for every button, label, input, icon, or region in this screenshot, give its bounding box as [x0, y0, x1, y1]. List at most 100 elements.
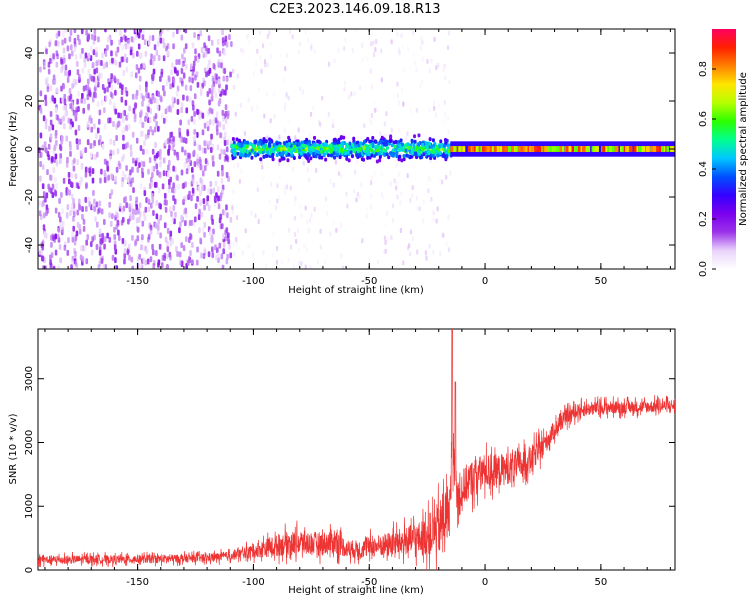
- spectrogram-cell: [153, 97, 156, 104]
- spectrogram-cell: [48, 125, 51, 132]
- spectrogram-cell: [396, 31, 399, 37]
- spectrogram-cell: [206, 110, 210, 117]
- carrier-cell: [602, 146, 606, 152]
- spectrogram-cell: [191, 77, 194, 84]
- spectrogram-cell: [169, 106, 172, 113]
- spectrogram-cell: [396, 93, 399, 99]
- spectrogram-cell: [151, 75, 155, 82]
- spectrogram-cell: [263, 113, 266, 119]
- carrier-cell: [633, 146, 637, 152]
- spectrogram-cell: [72, 165, 76, 172]
- x-tick-label: -150: [126, 577, 149, 588]
- spectrogram-cell: [269, 118, 272, 124]
- spectrogram-cell: [94, 153, 97, 160]
- spectrogram-cell: [114, 108, 118, 115]
- spectrogram-cell: [94, 216, 97, 223]
- snr-y-axis-label: SNR (10 * v/v): [8, 413, 19, 484]
- carrier-cell: [522, 146, 526, 152]
- spectrogram-cell: [270, 181, 273, 187]
- spectrogram-cell: [447, 214, 450, 220]
- spectrogram-cell: [264, 139, 268, 144]
- spectrogram-cell: [197, 185, 201, 192]
- spectrogram-cell: [183, 47, 186, 54]
- spectrogram-cell: [327, 153, 331, 158]
- spectrogram-cell: [252, 251, 255, 257]
- spectrogram-cell: [131, 131, 135, 138]
- spectrogram-cell: [66, 249, 70, 256]
- spectrogram-cell: [50, 156, 54, 163]
- spectrogram-cell: [318, 228, 322, 234]
- spectrogram-cell: [105, 95, 108, 102]
- spectrogram-cell: [131, 93, 135, 100]
- spectrogram-cell: [38, 147, 41, 154]
- spectrogram-cell: [147, 233, 151, 240]
- spectrogram-cell: [431, 138, 435, 143]
- spectrogram-cell: [181, 53, 184, 60]
- spectrogram-cell: [231, 209, 235, 215]
- spectrogram-cell: [54, 233, 57, 240]
- spectrogram-cell: [170, 210, 173, 217]
- spectrogram-cell: [308, 177, 311, 183]
- spectrogram-cell: [79, 254, 83, 261]
- carrier-cell: [481, 146, 485, 152]
- spectrogram-cell: [95, 132, 98, 139]
- spectrogram-cell: [435, 112, 438, 118]
- spectrogram-cell: [250, 155, 254, 160]
- spectrogram-cell: [373, 107, 377, 113]
- spectrogram-cell: [85, 183, 88, 190]
- spectrogram-cell: [121, 129, 124, 136]
- spectrogram-cell: [96, 151, 99, 158]
- spectrogram-cell: [123, 174, 127, 181]
- spectrogram-cell: [395, 162, 398, 168]
- spectrogram-cell: [285, 184, 288, 190]
- spectrogram-cell: [307, 139, 311, 144]
- spectrogram-cell: [207, 251, 211, 258]
- spectrogram-cell: [426, 149, 430, 154]
- spectrogram-cell: [207, 205, 211, 212]
- spectrogram-cell: [95, 47, 98, 54]
- spectrogram-cell: [127, 43, 131, 50]
- spectrogram-cell: [224, 104, 228, 111]
- spectrogram-cell: [406, 173, 409, 179]
- spectrogram-cell: [172, 182, 175, 189]
- spectrogram-cell: [196, 143, 200, 150]
- spectrogram-cell: [272, 142, 276, 147]
- spectrogram-cell: [358, 194, 361, 200]
- spectrogram-cell: [380, 149, 384, 154]
- spectrogram-cell: [382, 196, 385, 202]
- spectrogram-cell: [54, 40, 58, 47]
- spectrogram-cell: [366, 155, 370, 160]
- spectrogram-cell: [308, 133, 311, 139]
- spectrogram-cell: [124, 99, 128, 106]
- spectrogram-cell: [91, 236, 94, 243]
- spectrogram-cell: [262, 176, 265, 182]
- spectrogram-cell: [251, 143, 255, 148]
- spectrogram-cell: [139, 117, 142, 124]
- spectrogram-cell: [104, 29, 107, 33]
- spectrogram-cell: [84, 166, 88, 173]
- spectrogram-cell: [432, 217, 435, 223]
- spectrogram-cell: [194, 48, 197, 55]
- spectrogram-cell: [370, 41, 373, 47]
- spectrogram-cell: [137, 32, 141, 39]
- spectrogram-cell: [214, 244, 217, 251]
- spectrogram-cell: [113, 244, 117, 251]
- spectrogram-cell: [172, 165, 175, 172]
- spectrogram-cell: [151, 243, 154, 250]
- spectrogram-cell: [251, 106, 254, 112]
- spectrogram-cell: [384, 222, 388, 228]
- spectrogram-cell: [297, 127, 300, 133]
- spectrogram-cell: [160, 262, 164, 269]
- carrier-cell: [553, 146, 557, 152]
- spectrogram-cell: [256, 105, 259, 111]
- y-tick-label: -40: [24, 237, 35, 253]
- spectrogram-cell: [82, 85, 86, 92]
- spectrogram-cell: [74, 173, 78, 180]
- spectrogram-cell: [72, 215, 75, 222]
- spectrogram-cell: [129, 177, 132, 184]
- spectrogram-cell: [165, 264, 169, 269]
- spectrogram-cell: [395, 180, 399, 186]
- spectrogram-cell: [235, 145, 239, 150]
- carrier-cell: [619, 146, 623, 152]
